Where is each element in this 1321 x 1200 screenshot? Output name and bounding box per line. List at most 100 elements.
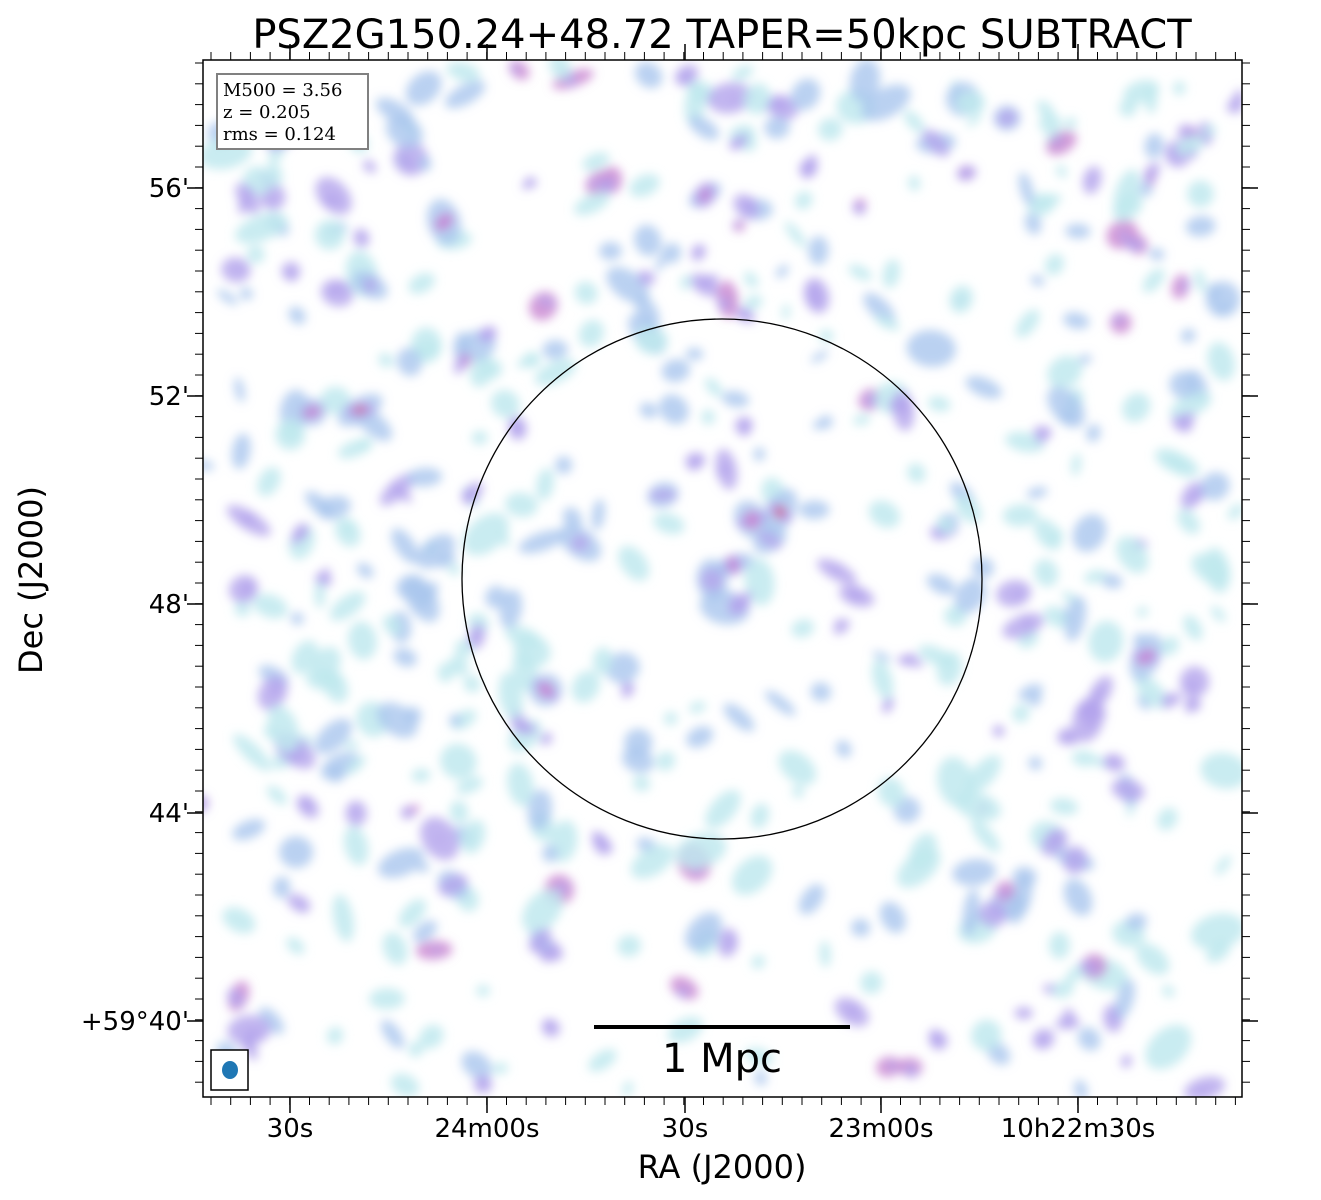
emission-blob	[744, 295, 763, 310]
emission-blob	[1188, 490, 1206, 503]
emission-blob	[622, 1080, 634, 1097]
emission-blob	[512, 61, 519, 76]
emission-blob	[1047, 355, 1083, 389]
emission-blob	[227, 988, 245, 1008]
emission-blob	[834, 618, 843, 628]
emission-blob	[955, 792, 1001, 822]
x-tick-label: 24m00s	[434, 1114, 539, 1144]
emission-blob	[515, 719, 529, 734]
emission-blob	[1078, 354, 1092, 365]
emission-blob	[661, 243, 682, 264]
emission-blob	[750, 803, 770, 829]
emission-blob	[301, 406, 323, 418]
emission-blob	[882, 697, 894, 710]
emission-blob	[926, 573, 956, 595]
emission-blob	[479, 325, 497, 342]
emission-blob	[257, 467, 281, 497]
emission-blob	[638, 270, 649, 287]
emission-blob	[630, 844, 674, 879]
emission-blob	[639, 402, 658, 419]
emission-blob	[266, 163, 283, 187]
emission-blob	[798, 884, 825, 915]
emission-blob	[1197, 1087, 1208, 1096]
emission-blob	[753, 447, 766, 461]
emission-blob	[499, 589, 523, 629]
emission-blob	[1071, 453, 1082, 476]
y-tick-label: +59°40'	[81, 1007, 189, 1037]
emission-blob	[632, 775, 651, 792]
emission-blob	[492, 1062, 509, 1075]
emission-blob	[605, 652, 640, 684]
emission-blob	[732, 65, 754, 81]
emission-blob	[1106, 757, 1121, 766]
emission-blob	[518, 529, 566, 554]
emission-blob	[1012, 704, 1030, 723]
emission-blob	[279, 836, 314, 869]
emission-blob	[801, 154, 818, 179]
emission-blob	[896, 848, 941, 888]
emission-blob	[1077, 703, 1096, 713]
emission-blob	[848, 264, 872, 281]
emission-blob	[676, 986, 690, 998]
emission-blob	[1200, 752, 1242, 789]
emission-blob	[817, 558, 857, 585]
emission-blob	[966, 113, 982, 128]
emission-blob	[634, 61, 663, 89]
emission-blob	[314, 718, 353, 755]
emission-blob	[1125, 913, 1148, 931]
emission-blob	[679, 70, 692, 84]
x-tick-labels: 30s 24m00s 30s 23m00s 10h22m30s	[267, 1114, 1156, 1144]
emission-blob	[726, 933, 736, 951]
emission-blob	[440, 743, 477, 780]
emission-blob	[297, 902, 306, 914]
emission-blob	[1227, 503, 1242, 520]
emission-blob	[1112, 314, 1125, 324]
emission-blob	[467, 631, 480, 643]
emission-blob	[1169, 392, 1212, 419]
emission-blob	[476, 984, 490, 997]
emission-blob	[732, 220, 742, 228]
emission-blob	[956, 165, 977, 181]
x-tick-label: 10h22m30s	[1001, 1114, 1156, 1144]
emission-blob	[729, 134, 748, 150]
emission-blob	[1165, 453, 1199, 478]
emission-blob	[661, 358, 691, 383]
emission-blob	[291, 527, 310, 545]
emission-blob	[328, 282, 347, 295]
info-z: z = 0.205	[223, 102, 311, 123]
emission-blob	[542, 844, 559, 863]
emission-blob	[739, 599, 750, 607]
emission-blob	[849, 60, 881, 103]
info-box: M500 = 3.56 z = 0.205 rms = 0.124	[216, 73, 369, 150]
emission-blob	[745, 1047, 774, 1066]
emission-blob	[699, 187, 711, 203]
emission-blob	[416, 534, 456, 569]
emission-blob	[663, 711, 678, 726]
emission-blob	[1161, 985, 1175, 998]
x-tick-label: 30s	[267, 1114, 314, 1144]
emission-blob	[819, 415, 833, 429]
emission-blob	[765, 690, 796, 716]
emission-blob	[1191, 913, 1242, 951]
emission-blob	[1002, 504, 1039, 527]
emission-blob	[1038, 113, 1062, 134]
emission-blob	[1072, 514, 1107, 552]
emission-blob	[391, 528, 420, 564]
emission-blob	[689, 701, 706, 714]
y-tick-labels: 56' 52' 48' 44' +59°40'	[81, 174, 189, 1037]
emission-blob	[435, 213, 453, 231]
emission-blob	[723, 703, 755, 732]
emission-blob	[807, 284, 823, 308]
chart-title: PSZ2G150.24+48.72 TAPER=50kpc SUBTRACT	[252, 12, 1192, 58]
emission-blob	[705, 377, 723, 397]
emission-blob	[1185, 700, 1199, 713]
emission-blob	[686, 726, 714, 748]
emission-blob	[861, 84, 911, 122]
emission-blob	[222, 907, 256, 934]
emission-blob	[1047, 386, 1086, 428]
beam-ellipse	[222, 1061, 238, 1079]
emission-blob	[1159, 636, 1180, 656]
emission-blob	[1214, 302, 1232, 314]
emission-blob	[784, 221, 807, 248]
emission-blob	[1162, 693, 1174, 703]
